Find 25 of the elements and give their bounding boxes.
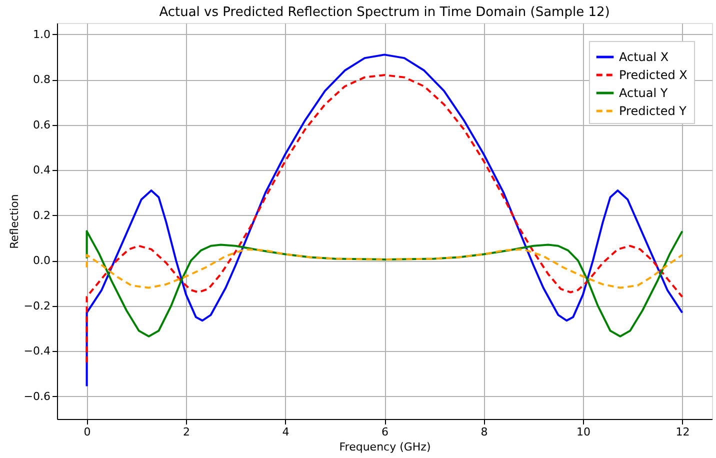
legend-label: Actual X	[619, 50, 669, 64]
line-series	[86, 248, 684, 289]
y-axis-title: Reflection	[8, 194, 21, 249]
y-tick-label: −0.6	[24, 390, 50, 403]
chart-title: Actual vs Predicted Reflection Spectrum in Time Domain (Sample 12)	[159, 5, 610, 20]
x-tick-label: 0	[84, 426, 91, 438]
y-tick-label: 0.4	[33, 164, 50, 177]
y-tick-label: 0.2	[33, 208, 50, 222]
x-axis-title: Frequency (GHz)	[339, 440, 431, 454]
legend-label: Predicted X	[619, 68, 688, 82]
y-tick-label: 0.8	[33, 73, 50, 86]
x-tick-label: 12	[676, 426, 690, 438]
x-tick-label: 2	[183, 426, 190, 438]
x-tick-label: 4	[282, 426, 290, 438]
legend-label: Predicted Y	[619, 104, 688, 118]
x-tick-label: 6	[382, 426, 388, 438]
y-tick-label: −0.2	[24, 299, 50, 312]
line-series	[86, 230, 684, 338]
y-tick-label: 0.0	[33, 254, 50, 268]
x-tick-label: 10	[576, 426, 590, 438]
y-tick-label: 1.0	[33, 28, 50, 41]
legend-label: Actual Y	[619, 86, 668, 100]
y-tick-label: −0.4	[24, 344, 50, 358]
y-tick-label: 0.6	[33, 118, 50, 132]
x-tick-label: 8	[480, 426, 488, 438]
